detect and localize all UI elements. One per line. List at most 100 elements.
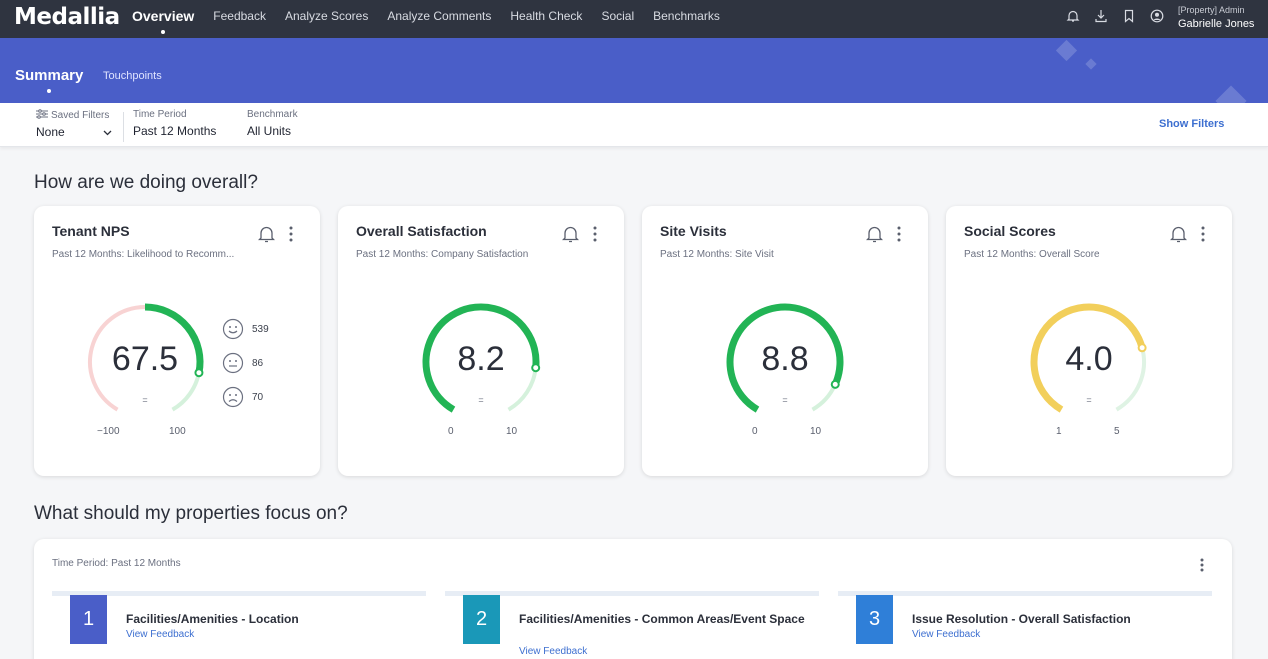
nav-feedback[interactable]: Feedback xyxy=(213,9,266,23)
overall-heading: How are we doing overall? xyxy=(34,172,258,193)
gauge-fill xyxy=(726,303,844,413)
gauge-value: 8.8 xyxy=(761,340,809,378)
nav-health-check[interactable]: Health Check xyxy=(510,9,583,23)
gauge-max: 10 xyxy=(810,426,822,437)
tab-summary[interactable]: Summary xyxy=(15,67,84,93)
download-icon[interactable] xyxy=(1094,9,1108,23)
gauge-chart xyxy=(1030,303,1147,413)
view-feedback-link[interactable]: View Feedback xyxy=(912,629,981,640)
gauge-marker xyxy=(531,363,541,373)
gauge-marker xyxy=(830,379,840,389)
card-subtitle: Past 12 Months: Site Visit xyxy=(660,249,774,260)
card-title: Social Scores xyxy=(964,223,1056,239)
decorative-diamond xyxy=(1085,58,1097,70)
gauge-track xyxy=(1115,347,1146,412)
nav-benchmarks[interactable]: Benchmarks xyxy=(653,9,720,23)
gauge-max: 5 xyxy=(1114,426,1120,437)
bell-icon[interactable] xyxy=(258,225,275,243)
gauge-track xyxy=(507,367,538,412)
promoters-count: 539 xyxy=(252,323,269,335)
neutral-face-icon xyxy=(222,352,244,374)
tab-touchpoints[interactable]: Touchpoints xyxy=(103,70,162,82)
rank-badge: 3 xyxy=(856,595,893,644)
more-vertical-icon[interactable] xyxy=(896,225,902,243)
gauge-trend: = xyxy=(142,395,148,405)
nav-overview[interactable]: Overview xyxy=(132,0,194,38)
bell-icon[interactable] xyxy=(866,225,883,243)
card-tenant-nps: Tenant NPS Past 12 Months: Likelihood to … xyxy=(34,206,320,476)
gauge-trend: = xyxy=(478,395,484,405)
saved-filters-value: None xyxy=(36,125,65,139)
focus-item: 3 Issue Resolution - Overall Satisfaction… xyxy=(838,591,1212,659)
time-period-filter[interactable]: Time Period Past 12 Months xyxy=(133,109,216,138)
gauge-chart xyxy=(422,303,541,413)
time-period-value: Past 12 Months xyxy=(133,124,217,138)
gauge-marker xyxy=(1137,343,1147,353)
sub-header: Summary Touchpoints xyxy=(0,38,1268,103)
show-filters-link[interactable]: Show Filters xyxy=(1159,118,1225,130)
user-name: Gabrielle Jones xyxy=(1178,18,1255,30)
nav-analyze-scores[interactable]: Analyze Scores xyxy=(284,9,369,23)
gauge-value: 67.5 xyxy=(111,340,179,378)
benchmark-filter[interactable]: Benchmark All Units xyxy=(247,109,298,138)
nps-passives: 86 xyxy=(222,352,263,374)
card-title: Site Visits xyxy=(660,223,727,239)
card-social-scores: Social Scores Past 12 Months: Overall Sco… xyxy=(946,206,1232,476)
nps-promoters: 539 xyxy=(222,318,269,340)
sliders-icon xyxy=(36,109,48,119)
focus-period: Time Period: Past 12 Months xyxy=(52,558,181,569)
focus-item-title: Facilities/Amenities - Location xyxy=(126,612,299,626)
focus-item: 1 Facilities/Amenities - Location View Fee… xyxy=(52,591,426,659)
gauge-min: 0 xyxy=(752,426,758,437)
detractors-count: 70 xyxy=(252,391,264,403)
gauge-max: 100 xyxy=(169,426,186,437)
card-subtitle: Past 12 Months: Company Satisfaction xyxy=(356,249,529,260)
more-vertical-icon[interactable] xyxy=(1199,557,1205,573)
focus-item-title: Facilities/Amenities - Common Areas/Even… xyxy=(519,612,805,626)
nav-icons xyxy=(1066,9,1164,23)
gauge-min: 1 xyxy=(1056,426,1062,437)
card-title: Tenant NPS xyxy=(52,223,130,239)
focus-heading: What should my properties focus on? xyxy=(34,503,348,524)
nav-social[interactable]: Social xyxy=(601,9,635,23)
gauge-track xyxy=(811,383,838,412)
benchmark-value: All Units xyxy=(247,124,292,138)
more-vertical-icon[interactable] xyxy=(592,225,598,243)
gauge-marker xyxy=(194,368,204,378)
gauge-fill xyxy=(144,303,204,374)
card-overall-satisfaction: Overall Satisfaction Past 12 Months: Comp… xyxy=(338,206,624,476)
user-icon[interactable] xyxy=(1150,9,1164,23)
card-title: Overall Satisfaction xyxy=(356,223,487,239)
user-role: [Property] Admin xyxy=(1178,5,1245,15)
user-menu[interactable]: [Property] Admin Gabrielle Jones xyxy=(1178,3,1254,31)
card-site-visits: Site Visits Past 12 Months: Site Visit 8.8… xyxy=(642,206,928,476)
more-vertical-icon[interactable] xyxy=(1200,225,1206,243)
gauge-chart xyxy=(726,303,844,413)
more-vertical-icon[interactable] xyxy=(288,225,294,243)
chevron-down-icon xyxy=(103,130,112,136)
saved-filters-dropdown[interactable]: Saved Filters None xyxy=(36,109,112,139)
bell-icon[interactable] xyxy=(1066,9,1080,23)
smile-icon xyxy=(222,318,244,340)
saved-filters-label: Saved Filters xyxy=(51,110,110,121)
benchmark-label: Benchmark xyxy=(247,109,298,120)
decorative-diamond xyxy=(1215,85,1247,103)
view-feedback-link[interactable]: View Feedback xyxy=(519,646,588,657)
filter-divider xyxy=(123,112,124,142)
logo[interactable]: Medallia xyxy=(14,4,120,30)
saved-filters-label-row: Saved Filters xyxy=(36,109,112,121)
bell-icon[interactable] xyxy=(562,225,579,243)
saved-filters-value-row: None xyxy=(36,125,112,139)
passives-count: 86 xyxy=(252,357,264,369)
view-feedback-link[interactable]: View Feedback xyxy=(126,629,195,640)
gauge-trend: = xyxy=(1086,395,1092,405)
nav-analyze-comments[interactable]: Analyze Comments xyxy=(387,9,492,23)
gauge-trend: = xyxy=(782,395,788,405)
bell-icon[interactable] xyxy=(1170,225,1187,243)
decorative-diamond xyxy=(1055,39,1078,62)
top-navigation: Medallia Overview Feedback Analyze Score… xyxy=(0,0,1268,38)
gauge-fill xyxy=(422,303,540,413)
gauge-min: 0 xyxy=(448,426,454,437)
bookmark-icon[interactable] xyxy=(1122,9,1136,23)
gauge-track-negative xyxy=(88,305,146,412)
